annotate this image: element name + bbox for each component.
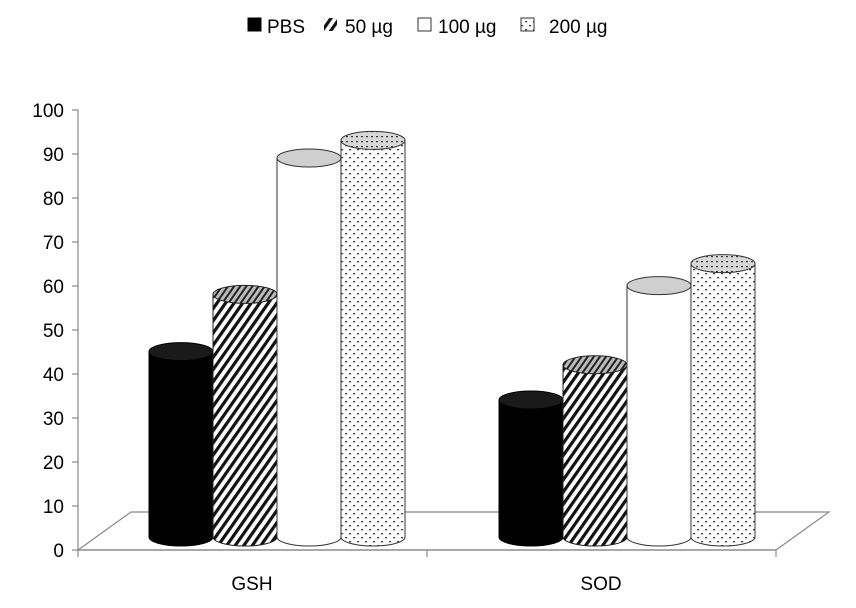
bar-top [276, 148, 342, 168]
legend-item: 100 µg [417, 17, 497, 38]
y-tick-label: 10 [43, 497, 64, 518]
bar-body [626, 285, 692, 547]
legend-item: 50 µg [324, 17, 393, 38]
legend-item: PBS [247, 17, 305, 38]
y-tick-label: 40 [43, 365, 64, 386]
bar-top [212, 284, 278, 304]
bars [148, 130, 756, 547]
legend-label: 50 µg [345, 17, 393, 38]
legend-swatch [324, 18, 337, 31]
bar-top [340, 130, 406, 150]
legend-label: 100 µg [438, 17, 497, 38]
y-tick-label: 50 [43, 321, 64, 342]
bar-body [498, 399, 564, 547]
y-tick-label: 100 [32, 101, 64, 122]
bar-body [148, 351, 214, 547]
bar-top [626, 276, 692, 296]
bar-body [562, 364, 628, 547]
legend: PBS 50 µg 100 µg 200 µg [247, 17, 608, 38]
bar-body [212, 293, 278, 547]
y-tick-label: 20 [43, 453, 64, 474]
legend-swatch [520, 17, 535, 32]
y-tick-label: 80 [43, 189, 64, 210]
bar [562, 355, 628, 547]
bar [276, 148, 342, 547]
legend-label: 200 µg [549, 17, 608, 38]
bar [626, 276, 692, 547]
bar [340, 130, 406, 547]
bar-body [340, 139, 406, 547]
bar-top [148, 342, 214, 362]
bar-body [690, 263, 756, 547]
y-tick-label: 30 [43, 409, 64, 430]
bar-top [690, 254, 756, 274]
legend-item: 200 µg [520, 17, 608, 38]
bar [690, 254, 756, 547]
bar-top [562, 355, 628, 375]
bar-top [498, 390, 564, 410]
bar [498, 390, 564, 547]
y-tick-label: 0 [53, 541, 64, 562]
y-tick-label: 60 [43, 277, 64, 298]
legend-swatch [417, 17, 432, 32]
x-category-label: SOD [580, 574, 621, 595]
bar [212, 284, 278, 547]
legend-swatch [247, 17, 262, 32]
x-category-label: GSH [231, 574, 272, 595]
bar [148, 342, 214, 547]
y-tick-label: 90 [43, 145, 64, 166]
y-tick-label: 70 [43, 233, 64, 254]
legend-label: PBS [267, 17, 305, 38]
bar-body [276, 157, 342, 547]
